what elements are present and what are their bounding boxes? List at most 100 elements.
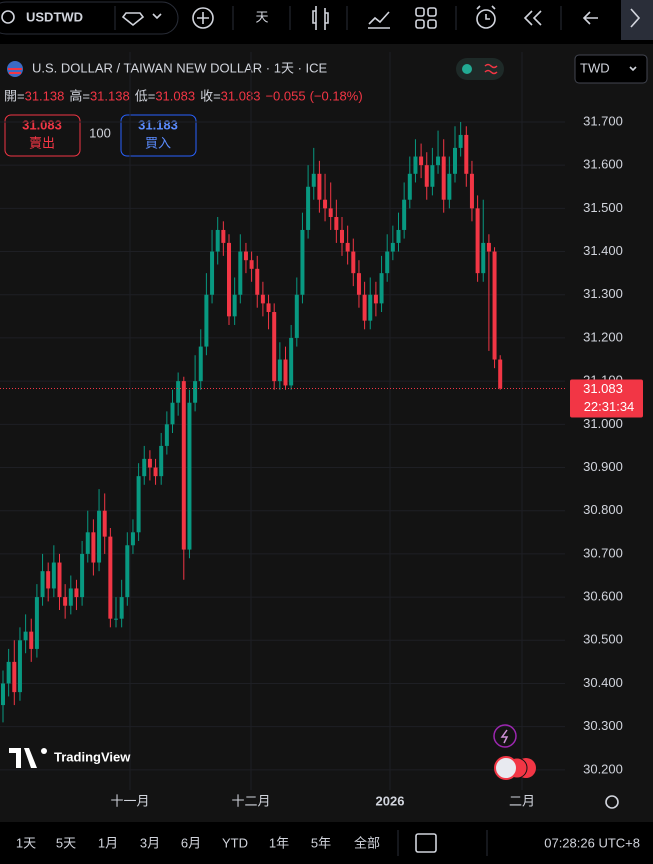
candle-body [283,359,288,386]
status-badge[interactable] [456,58,504,80]
candle-body [46,571,51,589]
candle-body [424,165,429,187]
indicators-icon[interactable] [368,11,390,29]
date-range-icon[interactable] [415,833,437,853]
candle-body [368,294,373,321]
candle-body [80,553,85,598]
x-tick-label: 十二月 [231,793,270,808]
range-button[interactable]: 6月 [181,835,201,850]
add-icon[interactable] [192,7,214,29]
delay-icon [484,63,498,75]
symbol-search[interactable] [0,1,179,35]
range-button[interactable]: 1月 [98,835,118,850]
last-price: 31.083 [583,381,623,396]
layout-icon [427,7,437,17]
alert-hands [476,5,496,20]
buy-button[interactable] [120,114,197,157]
candle-body [176,381,181,403]
sell-price: 31.083 [22,117,62,132]
candle-body [328,208,333,217]
series-title: U.S. DOLLAR / TAIWAN NEW DOLLAR · 1天 · I… [32,60,328,75]
change: −0.055 [265,88,305,103]
toolbar [0,0,653,44]
candle-body [147,458,152,468]
currency-caret [629,66,637,72]
range-button[interactable]: YTD [222,835,248,850]
range-button[interactable]: 3月 [140,835,160,850]
settings-icon[interactable] [605,795,619,809]
range-button[interactable]: 1天 [16,835,36,850]
symbol[interactable]: USDTWD [26,9,83,24]
price-axis: 30.200 30.300 30.400 30.500 30.600 30.700 30.8… [110,113,643,808]
dropdown-icon[interactable] [152,13,162,20]
sell-button[interactable] [4,114,81,157]
y-tick-label: 30.200 [583,761,623,776]
range-button[interactable]: 5天 [56,835,76,850]
sell-label: 賣出 [29,135,55,150]
candle-body [464,134,469,174]
candle-body [193,381,198,403]
y-tick-label: 31.000 [583,416,623,431]
ohlc-label: 開= [4,88,25,103]
undo-icon[interactable] [582,11,598,25]
grid [0,52,565,790]
buy-label: 買入 [145,135,171,150]
compare-icon[interactable] [121,12,145,27]
candle-body [153,467,158,477]
alert-icon[interactable] [476,9,496,29]
currency: TWD [580,60,610,75]
candle-body [227,242,231,317]
candle-body [221,229,226,243]
ohlc-value: 31.138 [90,88,130,103]
candle-body [277,359,282,382]
candle-body [362,294,367,321]
watermark: TradingView [54,749,131,764]
candle-body [306,186,311,230]
candle-body [419,156,424,166]
range-button[interactable]: 1年 [269,835,289,850]
candle-body [345,242,350,252]
candle-body [23,631,28,641]
range-buttons: 1天 5天 1月 3月 6月 YTD 1年 5年 全部 [16,835,380,850]
layout-icon[interactable] [415,7,425,17]
candle-body [300,229,305,295]
candle-body [232,294,237,317]
range-button[interactable]: 全部 [354,835,380,850]
candle-body [108,536,113,619]
ohlc-label: 低= [135,88,156,103]
candle-body [51,562,56,589]
x-tick-label: 十一月 [110,793,149,808]
candle-body [40,571,45,598]
add-plus [197,12,209,24]
candle-body [469,173,474,209]
more-icon [630,8,641,28]
event-flag[interactable] [494,756,518,780]
y-tick-label: 30.700 [583,545,623,560]
candle-body [340,229,344,243]
buy-price: 31.183 [138,117,178,132]
candle-body [458,134,463,148]
candle-body [198,346,203,382]
replay-icon[interactable] [523,10,542,26]
currency-select[interactable] [574,54,648,84]
candle-body [373,294,378,304]
x-tick-label: 2026 [376,793,405,808]
candle-body [159,445,164,477]
candle-body [356,273,361,295]
range-button[interactable]: 5年 [311,835,331,850]
y-tick-label: 30.300 [583,718,623,733]
events-icon[interactable] [493,724,517,748]
chart-type-icon[interactable] [312,6,329,30]
candle-body [181,381,186,550]
y-tick-label: 30.900 [583,459,623,474]
ohlc-label: 高= [69,88,90,103]
candle-body [294,294,299,338]
interval-button[interactable]: 天 [255,9,268,24]
market-open-dot [462,64,472,74]
y-tick-label: 30.800 [583,502,623,517]
ohlc-legend: 開= 31.138 高= 31.138 低= 31.083 收= 31.083 −0.055 (−… [4,88,363,103]
candle-body [492,251,497,360]
